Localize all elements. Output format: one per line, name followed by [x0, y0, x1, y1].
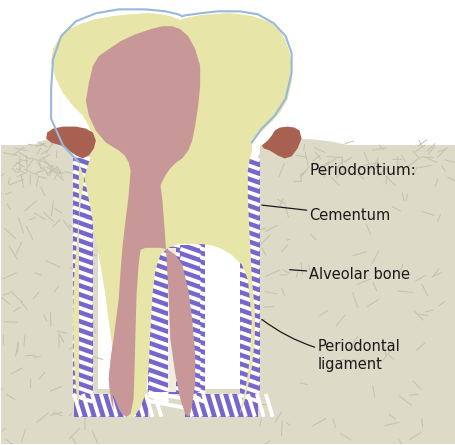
Polygon shape	[1, 146, 96, 444]
Polygon shape	[148, 245, 168, 392]
Polygon shape	[158, 248, 176, 392]
Polygon shape	[73, 158, 93, 394]
Text: Cementum: Cementum	[261, 205, 390, 222]
Text: Alveolar bone: Alveolar bone	[289, 267, 410, 282]
Polygon shape	[74, 394, 147, 417]
Polygon shape	[1, 155, 98, 444]
Polygon shape	[51, 13, 291, 419]
Polygon shape	[1, 389, 454, 444]
Text: Periodontal
ligament: Periodontal ligament	[261, 320, 399, 372]
Polygon shape	[239, 158, 259, 394]
Polygon shape	[180, 245, 200, 392]
Polygon shape	[148, 245, 185, 394]
Polygon shape	[261, 138, 454, 178]
Text: Periodontium:: Periodontium:	[309, 163, 415, 178]
Polygon shape	[185, 158, 205, 394]
Polygon shape	[289, 146, 454, 444]
Polygon shape	[257, 155, 454, 444]
Polygon shape	[259, 146, 454, 444]
Polygon shape	[46, 126, 96, 158]
Polygon shape	[257, 142, 454, 444]
Polygon shape	[1, 146, 69, 444]
Polygon shape	[51, 13, 291, 419]
Polygon shape	[185, 394, 257, 417]
Polygon shape	[86, 26, 200, 417]
Polygon shape	[261, 126, 301, 158]
Polygon shape	[86, 26, 200, 417]
Polygon shape	[148, 158, 168, 394]
Polygon shape	[1, 142, 98, 444]
Polygon shape	[113, 359, 119, 409]
Polygon shape	[1, 138, 96, 180]
